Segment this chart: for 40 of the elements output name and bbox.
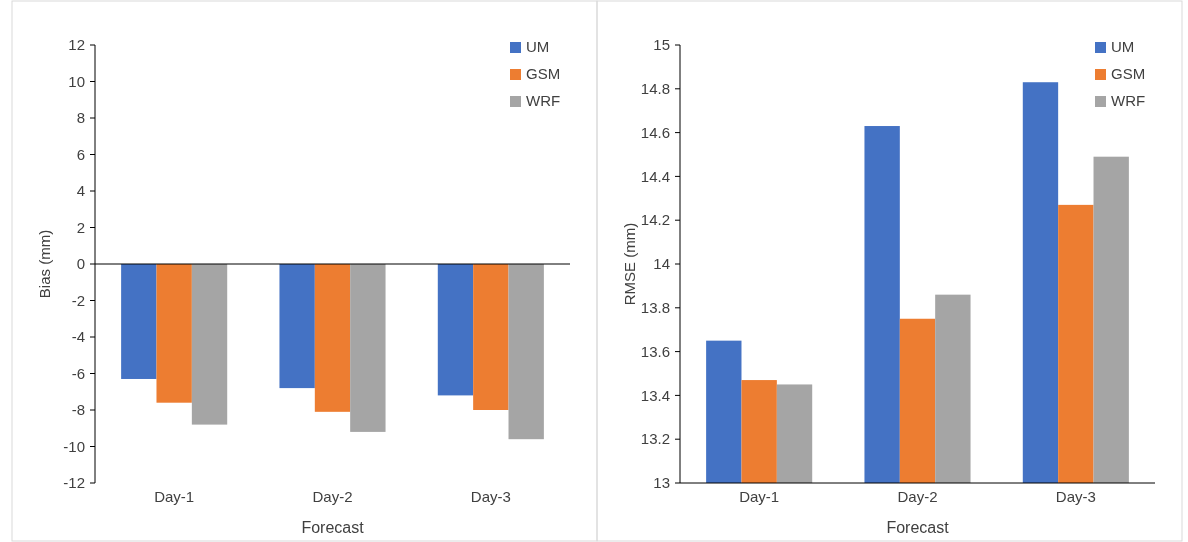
legend-label: GSM <box>526 65 561 82</box>
x-tick-label: Day-3 <box>1055 488 1096 505</box>
y-tick-label: 10 <box>68 72 85 90</box>
y-tick-label: -12 <box>63 474 85 492</box>
legend-label: WRF <box>526 92 561 109</box>
y-tick-label: 14.8 <box>640 80 670 98</box>
x-tick-label: Day-1 <box>154 488 195 505</box>
y-axis-title: Bias (mm) <box>36 229 53 299</box>
legend-label: WRF <box>1111 92 1146 109</box>
y-tick-label: 13.4 <box>640 386 670 404</box>
x-tick-label: Day-1 <box>739 488 780 505</box>
x-tick-label: Day-2 <box>897 488 938 505</box>
legend-label: GSM <box>1111 65 1146 82</box>
x-tick-label: Day-3 <box>470 488 511 505</box>
y-tick-label: -10 <box>63 437 85 455</box>
y-tick-label: -4 <box>71 328 85 346</box>
y-tick-label: 13 <box>653 474 670 492</box>
y-tick-label: -8 <box>71 401 85 419</box>
y-tick-label: 14.4 <box>640 167 670 185</box>
y-tick-label: 14.6 <box>640 123 670 141</box>
y-axis-title: RMSE (mm) <box>621 222 638 306</box>
legend-label: UM <box>526 38 550 55</box>
y-tick-label: 14.2 <box>640 211 670 229</box>
y-tick-label: 13.2 <box>640 430 670 448</box>
y-tick-label: 13.6 <box>640 342 670 360</box>
y-tick-label: 0 <box>76 255 85 273</box>
x-axis-title: Forecast <box>301 519 365 536</box>
y-tick-label: -6 <box>71 364 85 382</box>
y-tick-label: -2 <box>71 291 85 309</box>
legend-label: UM <box>1111 38 1135 55</box>
y-tick-label: 15 <box>653 36 670 54</box>
y-tick-label: 14 <box>653 255 670 273</box>
x-axis-title: Forecast <box>886 519 950 536</box>
y-tick-label: 4 <box>76 182 85 200</box>
x-tick-label: Day-2 <box>312 488 353 505</box>
y-tick-label: 2 <box>76 218 85 236</box>
y-tick-label: 8 <box>76 109 85 127</box>
y-tick-label: 6 <box>76 145 85 163</box>
y-tick-label: 12 <box>68 36 85 54</box>
y-tick-label: 13.8 <box>640 299 670 317</box>
